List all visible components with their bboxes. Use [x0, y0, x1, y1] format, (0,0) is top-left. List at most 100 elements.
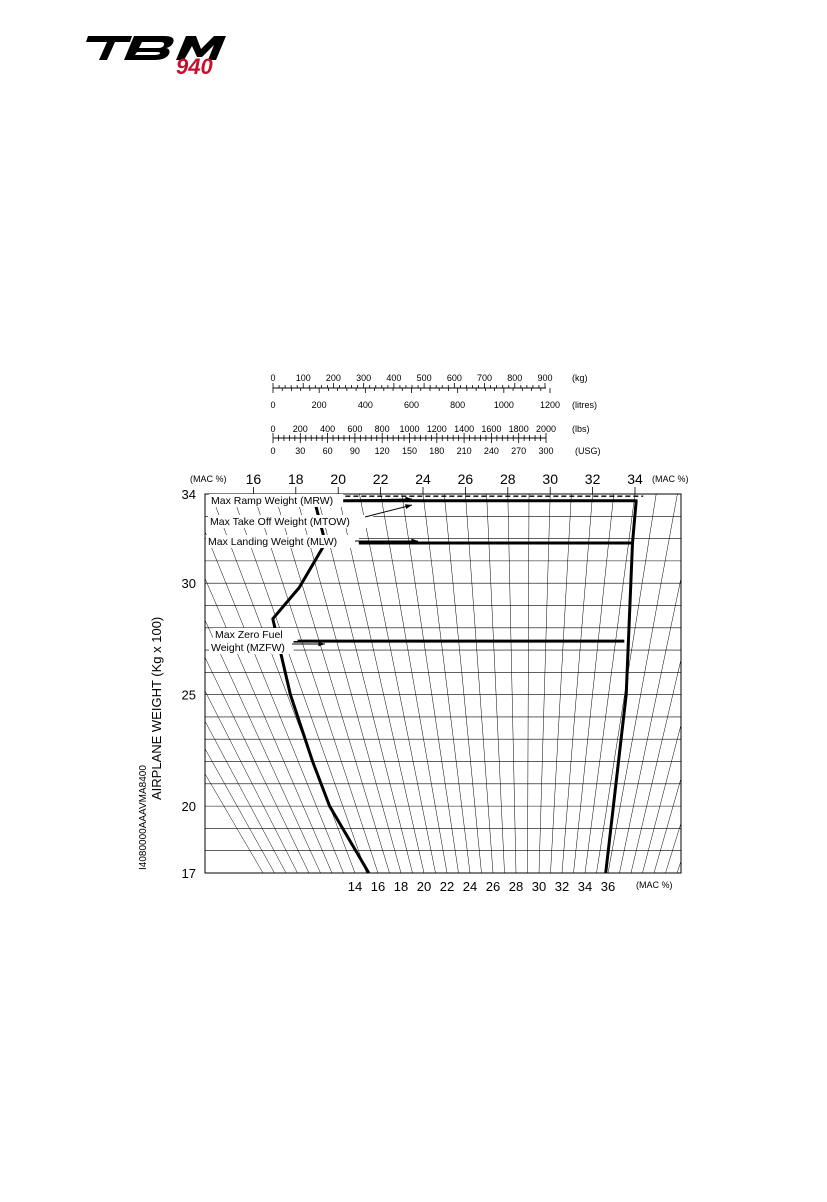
annotation-label: Max Zero Fuel — [215, 629, 283, 641]
annotation-backdrop — [209, 494, 344, 507]
scale-label-lbs: 800 — [375, 424, 390, 434]
scale-label-usg: 270 — [511, 446, 526, 456]
mac-unit-top-left: (MAC %) — [190, 474, 227, 484]
scale-label-litres: 600 — [404, 400, 419, 410]
mac-bottom-tick-label: 16 — [371, 879, 385, 894]
mac-gridline — [253, 493, 379, 874]
scale-label-lbs: 1200 — [427, 424, 447, 434]
mac-gridline — [619, 578, 682, 874]
scale-label-lbs: 400 — [320, 424, 335, 434]
annotation-arrow — [364, 504, 413, 518]
scale-label-lbs: 600 — [347, 424, 362, 434]
tbm-940-logo: 940 — [86, 36, 226, 78]
scale-unit-litres: (litres) — [572, 400, 597, 410]
scale-label-usg: 60 — [323, 446, 333, 456]
scale-label-usg: 240 — [484, 446, 499, 456]
y-tick-label: 20 — [182, 799, 196, 814]
mac-top-tick-label: 18 — [288, 471, 304, 487]
mac-gridline — [204, 748, 275, 874]
mac-bottom-tick-label: 20 — [417, 879, 431, 894]
scale-label-kg: 600 — [447, 373, 462, 383]
scale-label-lbs: 1000 — [399, 424, 419, 434]
mac-gridline — [204, 531, 344, 874]
annotation-label: Max Take Off Weight (MTOW) — [210, 516, 350, 528]
mac-gridline — [204, 657, 310, 874]
scale-unit-kg: (kg) — [572, 373, 588, 383]
model-940-mark: 940 — [176, 54, 213, 78]
mac-gridline — [653, 778, 682, 874]
scale-label-lbs: 0 — [270, 424, 275, 434]
mac-gridline — [422, 493, 471, 874]
scale-label-usg: 180 — [429, 446, 444, 456]
mac-gridline — [316, 493, 413, 874]
mac-top-tick-label: 34 — [627, 471, 643, 487]
mac-gridline — [204, 620, 321, 874]
fuel-conversion-scales: 0 100 200 300 400 500 600 700 800 900 (kg)0 200 400 6… — [270, 373, 600, 456]
annotation-backdrop — [213, 628, 298, 641]
mac-gridline — [507, 493, 517, 874]
mac-gridline — [337, 493, 425, 874]
mac-top-tick-label: 30 — [542, 471, 558, 487]
annotation-backdrop — [209, 641, 294, 654]
annotation-arrowhead — [318, 641, 325, 647]
annotation-label: Max Ramp Weight (MRW) — [211, 495, 333, 507]
annotation-arrowhead — [411, 538, 418, 544]
scale-label-usg: 300 — [538, 446, 553, 456]
mac-gridline — [538, 493, 551, 874]
mac-bottom-tick-label: 34 — [578, 879, 592, 894]
scale-label-litres: 800 — [450, 400, 465, 410]
mac-gridline — [204, 690, 298, 874]
mac-unit-bottom-right: (MAC %) — [636, 880, 673, 890]
scale-label-usg: 120 — [375, 446, 390, 456]
scale-label-litres: 400 — [358, 400, 373, 410]
mac-bottom-tick-label: 30 — [532, 879, 546, 894]
mac-bottom-tick-label: 26 — [486, 879, 500, 894]
mac-gridline — [465, 493, 494, 874]
mac-gridline — [486, 493, 505, 874]
scale-label-usg: 30 — [295, 446, 305, 456]
chart-labels: AIRPLANE WEIGHT (Kg x 100) I4080000AAAVM… — [138, 474, 689, 890]
y-tick-label: 17 — [182, 866, 196, 881]
mac-gridline — [204, 721, 287, 874]
cg-envelope-outline — [271, 499, 638, 874]
cg-envelope — [271, 495, 644, 874]
tbm-logo-mark — [86, 36, 226, 60]
mac-bottom-tick-label: 14 — [348, 879, 362, 894]
mac-top-tick-label: 20 — [330, 471, 346, 487]
mac-gridline — [642, 724, 682, 874]
scale-label-kg: 900 — [537, 373, 552, 383]
figure-id: I4080000AAAVMA8400 — [138, 765, 149, 870]
scale-label-kg: 200 — [326, 373, 341, 383]
annotation-backdrop — [208, 515, 374, 528]
scale-unit-usg: (USG) — [575, 446, 601, 456]
mac-gridline — [561, 493, 593, 874]
scale-label-usg: 150 — [402, 446, 417, 456]
scale-label-litres: 0 — [270, 400, 275, 410]
mac-bottom-tick-label: 36 — [601, 879, 615, 894]
annotation-backdrop — [206, 535, 359, 548]
y-axis-label: AIRPLANE WEIGHT (Kg x 100) — [149, 617, 164, 800]
chart-frame — [204, 493, 682, 874]
scale-label-lbs: 2000 — [536, 424, 556, 434]
mac-gridline — [204, 578, 333, 874]
y-tick-label: 30 — [182, 576, 196, 591]
mac-unit-top-right: (MAC %) — [652, 474, 689, 484]
mac-gridline — [231, 493, 367, 874]
scale-label-kg: 100 — [296, 373, 311, 383]
y-tick-label: 34 — [182, 487, 196, 502]
scale-label-kg: 400 — [386, 373, 401, 383]
mac-gridline — [630, 659, 682, 874]
scale-label-litres: 1200 — [540, 400, 560, 410]
mac-gridline — [359, 493, 436, 874]
mac-gridline — [607, 493, 678, 874]
mac-gridline — [204, 773, 264, 874]
scale-label-kg: 800 — [507, 373, 522, 383]
mac-gridline — [401, 493, 459, 874]
mac-top-tick-label: 22 — [373, 471, 389, 487]
mac-gridline — [676, 861, 682, 874]
mac-gridline — [210, 493, 356, 874]
mac-top-tick-label: 24 — [415, 471, 431, 487]
scale-label-lbs: 1400 — [454, 424, 474, 434]
annotation-label: Weight (MZFW) — [211, 642, 285, 654]
mac-gridline — [550, 493, 572, 874]
